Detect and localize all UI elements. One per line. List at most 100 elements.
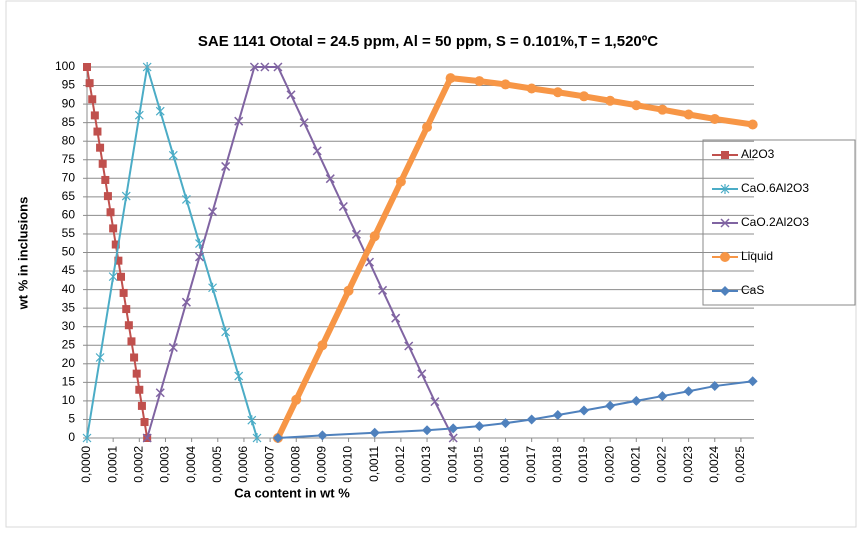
marker	[291, 394, 302, 405]
x-tick-label: 0,0019	[576, 446, 590, 483]
marker	[247, 415, 257, 426]
x-tick-label: 0,0025	[733, 446, 747, 483]
marker	[121, 191, 131, 202]
y-tick-label: 45	[62, 263, 76, 277]
marker	[135, 385, 144, 394]
y-tick-label: 95	[62, 78, 76, 92]
marker	[369, 427, 380, 438]
marker	[657, 391, 668, 402]
marker	[526, 414, 537, 425]
marker	[155, 106, 165, 117]
marker	[500, 418, 511, 429]
marker	[299, 118, 309, 128]
marker	[286, 90, 296, 100]
legend-label: CaS	[741, 283, 764, 297]
marker	[317, 340, 328, 351]
y-tick-label: 15	[62, 375, 76, 389]
marker	[221, 161, 231, 171]
marker	[605, 95, 616, 106]
marker	[448, 423, 459, 434]
marker	[119, 288, 128, 297]
marker	[417, 369, 427, 379]
series-line	[277, 380, 753, 439]
marker	[631, 100, 642, 111]
marker	[168, 342, 178, 353]
marker	[181, 194, 191, 205]
marker	[137, 401, 146, 410]
marker	[395, 176, 406, 187]
marker	[273, 62, 283, 72]
marker	[93, 127, 102, 136]
marker	[312, 146, 322, 156]
x-tick-label: 0,0003	[158, 446, 172, 483]
marker	[134, 110, 144, 121]
legend-marker	[720, 184, 730, 194]
marker	[552, 409, 563, 420]
marker	[168, 150, 178, 161]
x-tick-label: 0,0005	[210, 446, 224, 483]
y-tick-label: 75	[62, 152, 76, 166]
marker	[114, 256, 123, 265]
marker	[474, 76, 485, 87]
x-tick-label: 0,0007	[262, 446, 276, 483]
y-tick-label: 25	[62, 337, 76, 351]
marker	[422, 122, 433, 133]
y-tick-label: 5	[68, 412, 75, 426]
marker	[500, 79, 511, 90]
marker	[526, 83, 537, 94]
legend-marker	[720, 252, 730, 262]
x-tick-label: 0,0013	[419, 446, 433, 483]
marker	[194, 252, 205, 262]
x-tick-label: 0,0010	[341, 446, 355, 483]
legend-marker	[720, 286, 730, 296]
marker	[260, 62, 270, 72]
x-tick-label: 0,0009	[315, 446, 329, 483]
marker	[317, 430, 328, 441]
x-tick-label: 0,0011	[367, 446, 381, 482]
x-tick-label: 0,0008	[288, 446, 302, 483]
marker	[88, 95, 97, 104]
marker	[683, 109, 694, 120]
marker	[709, 113, 720, 124]
y-tick-label: 100	[55, 59, 75, 73]
marker	[343, 285, 354, 296]
marker	[448, 433, 458, 443]
x-tick-label: 0,0002	[131, 446, 145, 483]
marker	[234, 371, 244, 382]
marker	[747, 376, 758, 387]
marker	[109, 224, 118, 233]
x-tick-label: 0,0017	[524, 446, 538, 483]
marker	[747, 119, 758, 130]
x-tick-label: 0,0018	[550, 446, 564, 483]
marker	[605, 400, 616, 411]
x-tick-label: 0,0014	[445, 446, 459, 483]
marker	[85, 79, 94, 88]
y-tick-label: 50	[62, 245, 76, 259]
x-tick-label: 0,0024	[707, 446, 721, 483]
legend-label: Al2O3	[741, 147, 775, 161]
marker	[108, 271, 118, 282]
marker	[221, 326, 231, 337]
marker	[422, 425, 433, 436]
series-line	[146, 66, 455, 439]
x-tick-label: 0,0016	[498, 446, 512, 483]
x-axis-label: Ca content in wt %	[234, 485, 350, 500]
marker	[709, 381, 720, 392]
marker	[552, 87, 563, 98]
marker	[631, 395, 642, 406]
x-tick-label: 0,0015	[472, 446, 486, 483]
marker	[96, 143, 105, 152]
y-axis-label: wt % in inclusions	[15, 197, 30, 311]
y-tick-label: 60	[62, 208, 76, 222]
marker	[117, 272, 126, 281]
marker	[130, 353, 139, 362]
legend-label: CaO.2Al2O3	[741, 215, 809, 229]
marker	[142, 62, 152, 72]
legend-marker	[720, 218, 730, 228]
marker	[378, 285, 388, 295]
marker	[272, 433, 283, 443]
marker	[657, 104, 668, 115]
marker	[338, 201, 348, 212]
y-tick-label: 40	[62, 282, 76, 296]
